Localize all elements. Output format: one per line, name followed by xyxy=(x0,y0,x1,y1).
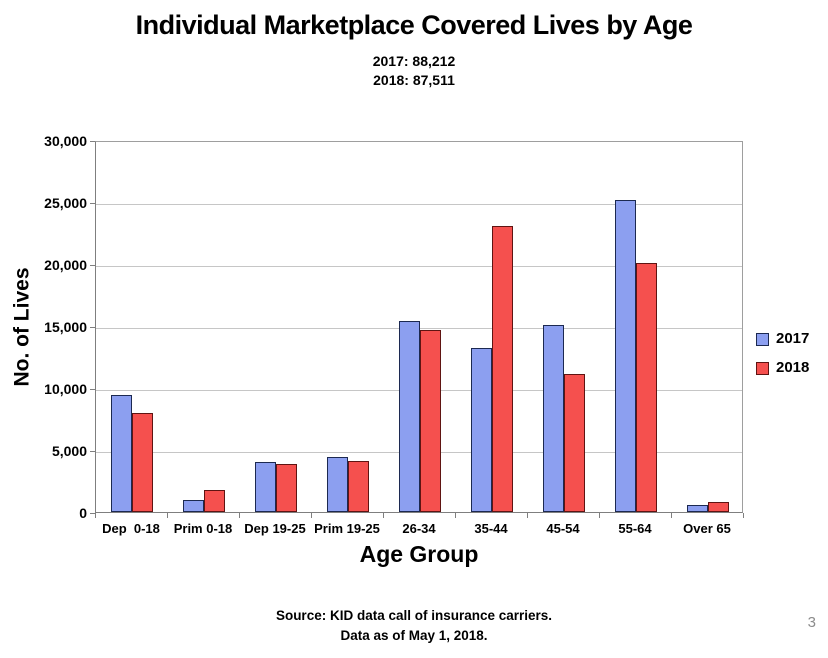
x-axis-tick xyxy=(311,513,312,518)
y-tick-label: 20,000 xyxy=(44,257,87,273)
x-tick-label: Prim 0-18 xyxy=(173,521,233,536)
subtitle-line-2018: 2018: 87,511 xyxy=(373,72,455,88)
legend-label-2018: 2018 xyxy=(776,359,810,376)
y-axis-tick xyxy=(90,141,95,142)
bar-2018 xyxy=(276,464,297,512)
y-axis-tick xyxy=(90,513,95,514)
bar-2017 xyxy=(399,321,420,512)
y-tick-label: 25,000 xyxy=(44,195,87,211)
x-axis-tick xyxy=(455,513,456,518)
y-tick-label: 15,000 xyxy=(44,319,87,335)
bar-2018 xyxy=(636,263,657,512)
y-tick-label: 5,000 xyxy=(51,443,87,459)
x-axis-tick xyxy=(167,513,168,518)
bar-2018 xyxy=(204,490,225,512)
y-axis-tick xyxy=(90,265,95,266)
y-tick-label: 0 xyxy=(79,505,87,521)
subtitle-line-2017: 2017: 88,212 xyxy=(372,53,456,69)
x-axis-tick xyxy=(599,513,600,518)
y-axis-tick xyxy=(90,451,95,452)
x-tick-label: 26-34 xyxy=(402,521,436,536)
bar-2017 xyxy=(111,395,132,512)
bar-2017 xyxy=(687,505,708,512)
bar-2018 xyxy=(564,374,585,512)
y-tick-label: 30,000 xyxy=(44,133,87,149)
x-tick-label: Dep 19-25 xyxy=(244,521,306,536)
legend: 2017 2018 xyxy=(756,331,809,389)
bar-2018 xyxy=(348,461,369,512)
bar-2018 xyxy=(132,413,153,512)
bar-2018 xyxy=(492,226,513,512)
y-axis-tick xyxy=(90,389,95,390)
legend-item-2017: 2017 xyxy=(756,331,809,347)
x-axis-tick xyxy=(527,513,528,518)
y-tick-label: 10,000 xyxy=(44,381,87,397)
x-axis-tick xyxy=(671,513,672,518)
x-axis-title: Age Group xyxy=(359,541,479,567)
bar-2018 xyxy=(708,502,729,512)
x-tick-label: 35-44 xyxy=(474,521,508,536)
plot-area xyxy=(95,141,743,513)
gridline xyxy=(96,266,742,267)
source-line-1: Source: KID data call of insurance carri… xyxy=(275,608,553,623)
x-tick-label: Dep 0-18 xyxy=(102,521,160,536)
gridline xyxy=(96,204,742,205)
y-axis-tick xyxy=(90,203,95,204)
x-tick-label: 45-54 xyxy=(546,521,580,536)
bar-2017 xyxy=(183,500,204,512)
legend-item-2018: 2018 xyxy=(756,360,809,376)
x-axis-tick xyxy=(95,513,96,518)
x-axis-tick xyxy=(383,513,384,518)
x-axis-tick xyxy=(743,513,744,518)
bar-2018 xyxy=(420,330,441,512)
y-axis-tick xyxy=(90,327,95,328)
page-number: 3 xyxy=(807,614,816,631)
legend-swatch-2017 xyxy=(756,332,769,346)
bar-2017 xyxy=(543,325,564,512)
bar-2017 xyxy=(471,348,492,512)
source-note: Source: KID data call of insurance carri… xyxy=(0,606,828,646)
legend-swatch-2018 xyxy=(756,361,769,375)
bar-2017 xyxy=(327,457,348,512)
source-line-2: Data as of May 1, 2018. xyxy=(340,628,488,643)
bar-2017 xyxy=(255,462,276,512)
x-tick-label: Over 65 xyxy=(683,521,731,536)
chart-subtitle: 2017: 88,212 2018: 87,511 xyxy=(0,52,828,90)
x-tick-label: 55-64 xyxy=(618,521,652,536)
legend-label-2017: 2017 xyxy=(776,330,810,347)
x-axis-tick xyxy=(239,513,240,518)
bar-2017 xyxy=(615,200,636,512)
chart-title: Individual Marketplace Covered Lives by … xyxy=(135,10,693,40)
x-tick-label: Prim 19-25 xyxy=(314,521,380,536)
